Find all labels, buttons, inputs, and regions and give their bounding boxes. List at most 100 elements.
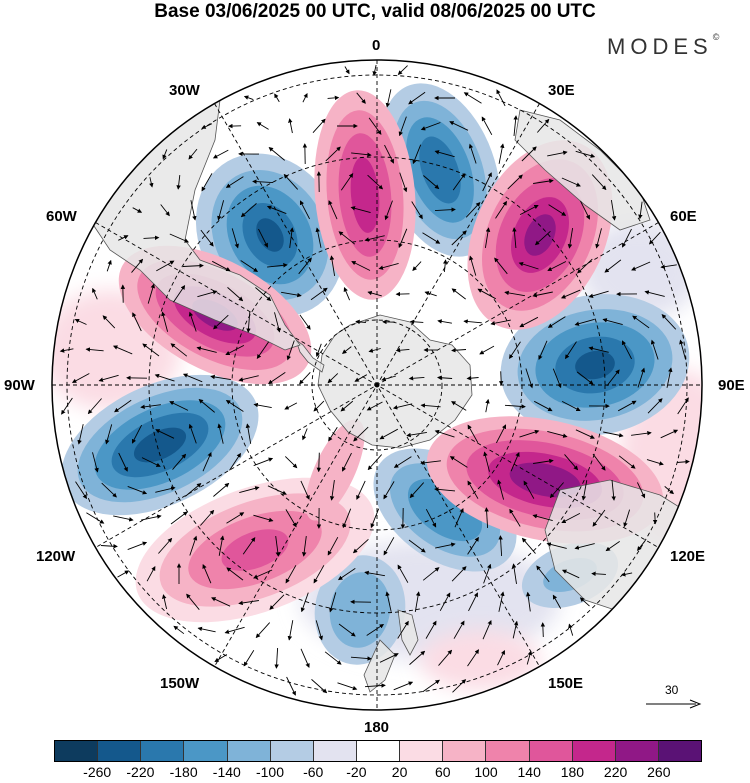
wind-arrow bbox=[253, 457, 274, 467]
wind-arrow bbox=[603, 431, 624, 438]
wind-arrow bbox=[227, 287, 244, 302]
wind-arrow bbox=[286, 340, 295, 361]
wind-arrow bbox=[588, 346, 609, 353]
low-3 bbox=[61, 374, 259, 516]
wind-arrow bbox=[618, 455, 636, 469]
wind-arrow bbox=[485, 398, 490, 413]
wind-arrow bbox=[86, 512, 105, 524]
wind-arrow bbox=[337, 568, 356, 581]
colorbar-tick-label: -60 bbox=[303, 764, 324, 780]
wind-arrow bbox=[498, 371, 504, 386]
wind-arrow bbox=[561, 569, 580, 579]
wind-arrow bbox=[355, 319, 366, 325]
wind-arrow bbox=[409, 482, 425, 499]
wind-arrow bbox=[592, 453, 606, 471]
reference-vector-arrow bbox=[646, 699, 702, 709]
wind-arrow bbox=[398, 116, 407, 137]
wind-arrow bbox=[395, 348, 410, 353]
wind-arrow bbox=[397, 620, 409, 639]
brand-name: MODES bbox=[607, 34, 713, 59]
wind-arrow bbox=[538, 340, 548, 361]
wind-arrow bbox=[267, 372, 286, 385]
wind-arrow bbox=[468, 592, 478, 612]
wind-arrow bbox=[532, 291, 553, 298]
wind-arrow bbox=[451, 401, 467, 411]
wind-arrow bbox=[344, 66, 350, 75]
wind-arrow bbox=[315, 227, 322, 248]
wind-arrow bbox=[224, 626, 245, 634]
wind-arrow bbox=[409, 650, 426, 665]
wind-arrow bbox=[255, 287, 272, 302]
wind-arrow bbox=[434, 150, 455, 158]
wind-arrow bbox=[623, 509, 631, 528]
wind-arrow bbox=[622, 228, 632, 248]
high-5 bbox=[305, 419, 365, 521]
lon-label-30w: 30W bbox=[169, 82, 200, 99]
south-pole bbox=[374, 382, 380, 388]
wind-arrow bbox=[379, 428, 399, 440]
wind-arrow bbox=[367, 174, 384, 190]
wind-arrow bbox=[267, 485, 287, 495]
wind-arrow bbox=[576, 371, 594, 385]
wind-arrow bbox=[225, 176, 244, 188]
wind-arrow bbox=[547, 430, 568, 438]
africa bbox=[514, 109, 651, 231]
wind-arrow bbox=[213, 314, 229, 330]
wind-arrow bbox=[102, 315, 116, 329]
wind-arrow bbox=[141, 457, 161, 467]
colorbar-cell bbox=[529, 741, 573, 761]
colorbar-cell bbox=[356, 741, 401, 761]
wind-arrow bbox=[301, 536, 307, 557]
wind-arrow bbox=[420, 403, 441, 408]
wind-arrow bbox=[437, 319, 452, 324]
wind-arrow bbox=[243, 95, 254, 101]
wind-arrow bbox=[131, 258, 144, 273]
wind-arrow bbox=[231, 228, 239, 249]
wind-arrow bbox=[424, 291, 437, 297]
wind-arrow bbox=[510, 451, 520, 472]
colorbar-tick-label: 100 bbox=[474, 764, 498, 780]
wind-arrow bbox=[661, 314, 677, 330]
wind-arrow bbox=[420, 122, 441, 131]
wind-arrow bbox=[366, 401, 383, 411]
lon-label-150w: 150W bbox=[160, 675, 200, 692]
wind-arrow bbox=[617, 400, 637, 412]
map-title: Base 03/06/2025 00 UTC, valid 08/06/2025… bbox=[154, 1, 596, 22]
colorbar-cell bbox=[141, 741, 185, 761]
wind-arrow bbox=[114, 399, 132, 413]
wind-arrow bbox=[188, 311, 197, 332]
wind-arrow bbox=[214, 654, 228, 662]
wind-arrow bbox=[498, 143, 505, 164]
wind-arrow bbox=[547, 316, 566, 328]
wind-arrow bbox=[385, 89, 392, 108]
wind-arrow bbox=[412, 144, 422, 165]
lon-label-180: 180 bbox=[364, 719, 390, 736]
wind-arrow bbox=[141, 514, 162, 521]
wind-arrow bbox=[666, 367, 673, 388]
wind-arrow bbox=[337, 682, 358, 691]
wind-arrow bbox=[286, 676, 296, 696]
wind-arrow bbox=[422, 679, 440, 693]
colorbar-tick-label: 60 bbox=[435, 764, 451, 780]
wind-arrow bbox=[313, 565, 325, 584]
wind-arrow bbox=[170, 343, 188, 357]
wind-arrow bbox=[162, 149, 168, 160]
wind-arrow bbox=[549, 482, 564, 499]
wind-arrow bbox=[218, 535, 225, 556]
wind-arrow bbox=[509, 341, 521, 360]
wind-arrow bbox=[381, 375, 397, 382]
wind-arrow bbox=[274, 647, 279, 669]
wind-arrow bbox=[496, 424, 507, 444]
colorbar-cell bbox=[184, 741, 228, 761]
wind-arrow bbox=[588, 290, 609, 298]
wind-arrow bbox=[408, 376, 425, 381]
wind-arrow bbox=[327, 95, 340, 101]
wind-arrow bbox=[521, 537, 536, 554]
wind-arrow bbox=[552, 594, 562, 609]
colorbar-cell bbox=[98, 741, 142, 761]
wind-arrow bbox=[155, 429, 175, 439]
wind-arrow bbox=[201, 173, 213, 192]
wind-arrow bbox=[275, 536, 281, 557]
wind-arrow bbox=[439, 592, 451, 612]
brand-mark: © bbox=[712, 32, 720, 42]
